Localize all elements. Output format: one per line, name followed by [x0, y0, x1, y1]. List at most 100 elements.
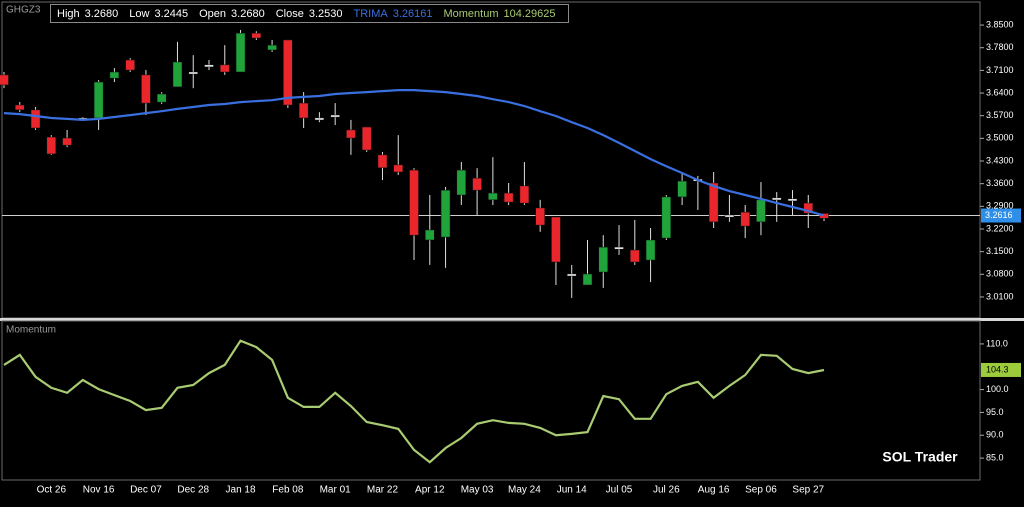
y-tick-label: 3.2200: [986, 223, 1014, 233]
candle-body: [440, 189, 451, 238]
x-tick-label: Dec 07: [130, 485, 162, 496]
info-value: 104.29625: [503, 7, 556, 20]
value-label: 104.3: [986, 364, 1009, 374]
y-tick-label: 3.7100: [986, 65, 1014, 75]
candle-body: [361, 126, 372, 151]
value-label-box: [981, 362, 1021, 377]
info-value: 3.2530: [308, 7, 343, 20]
info-value: 3.2445: [154, 7, 189, 20]
candle-body: [582, 273, 593, 286]
candle-body: [393, 164, 403, 173]
price-panel: [1, 1, 981, 319]
candle-body: [267, 44, 277, 51]
y-tick-label: 3.4300: [986, 155, 1014, 165]
y-tick-label: 3.6400: [986, 87, 1014, 97]
candle-body: [803, 202, 814, 214]
candle-body: [456, 169, 467, 196]
x-tick-label: Jan 18: [226, 485, 256, 496]
candle-body: [251, 32, 262, 39]
candle-body: [614, 246, 624, 250]
candle-body: [330, 114, 340, 118]
y-tick-label: 3.0100: [986, 291, 1014, 301]
candle-body: [156, 93, 167, 103]
y-tick-label: 90.0: [986, 430, 1004, 440]
y-tick-label: 3.3600: [986, 178, 1014, 188]
candle-body: [472, 177, 482, 191]
y-tick-label: 85.0: [986, 452, 1004, 462]
watermark: SOL Trader: [882, 449, 958, 465]
candle-body: [298, 102, 309, 119]
info-value: 3.2680: [231, 7, 265, 20]
candle-body: [598, 246, 609, 273]
info-name: Close: [275, 7, 304, 20]
candle-body: [819, 213, 829, 219]
candle-body: [188, 71, 198, 75]
candle-body: [519, 185, 530, 204]
series-line: [3, 339, 825, 464]
x-tick-label: Jul 05: [606, 485, 633, 496]
x-tick-label: Jun 14: [557, 485, 587, 496]
candle-body: [677, 180, 687, 198]
candle-body: [141, 74, 151, 104]
x-tick-label: Apr 12: [415, 485, 445, 496]
x-tick-label: Jul 26: [653, 485, 680, 496]
candle-body: [645, 239, 656, 261]
candle-body: [220, 64, 230, 73]
candle-body: [30, 109, 41, 129]
candle-body: [503, 192, 514, 203]
candle-body: [787, 198, 798, 202]
candle-body: [15, 104, 25, 111]
candle-body: [109, 71, 120, 79]
x-tick-label: May 03: [461, 485, 494, 496]
candle-body: [172, 61, 183, 88]
candle-body: [46, 136, 57, 155]
price-label: 3.2616: [985, 210, 1013, 220]
candle-body: [551, 216, 561, 263]
x-tick-label: Nov 16: [83, 485, 115, 496]
candle-body: [93, 81, 104, 119]
panel-divider: [0, 318, 1024, 321]
candle-body: [724, 214, 735, 218]
candle-body: [377, 154, 388, 169]
x-tick-label: Oct 26: [37, 485, 67, 496]
candle-body: [535, 207, 545, 226]
price-label-box: [981, 208, 1021, 223]
y-tick-label: 95.0: [986, 407, 1004, 417]
y-tick-label: 3.5000: [986, 133, 1014, 143]
candle-body: [661, 196, 672, 239]
x-tick-label: May 24: [508, 485, 541, 496]
candle-body: [314, 117, 325, 121]
y-tick-label: 3.2900: [986, 201, 1014, 211]
candle-body: [771, 197, 782, 201]
candle-body: [283, 39, 293, 106]
x-tick-label: Sep 06: [745, 485, 777, 496]
candle-body: [346, 129, 356, 139]
info-name: Open: [199, 7, 227, 20]
y-tick-label: 100.0: [986, 384, 1009, 394]
series-line: [3, 89, 825, 217]
y-tick-label: 110.0: [986, 338, 1008, 348]
y-tick-label: 3.1500: [986, 246, 1014, 256]
info-bar: High 3.2680 Low 3.2445 Open 3.2680 Close 3.2530…: [50, 4, 569, 23]
y-tick-label: 3.5700: [986, 110, 1014, 120]
momentum-panel: [1, 320, 981, 481]
info-name: Low: [129, 7, 150, 20]
candle-body: [488, 192, 498, 201]
candle-body: [425, 229, 435, 241]
symbol-label: GHGZ3: [6, 5, 41, 16]
y-tick-label: 3.8500: [986, 19, 1014, 29]
y-tick-label: 3.0800: [986, 269, 1014, 279]
x-tick-label: Sep 27: [792, 485, 824, 496]
info-name: Momentum: [443, 7, 499, 20]
candle-body: [630, 249, 640, 263]
x-tick-label: Mar 22: [367, 485, 399, 496]
panel-title: Momentum: [6, 325, 56, 336]
candle-body: [740, 211, 750, 227]
candle-body: [409, 169, 419, 236]
candle-body: [566, 273, 577, 277]
candle-body: [708, 182, 719, 223]
info-name: High: [57, 7, 80, 20]
candle-body: [125, 59, 135, 71]
x-tick-label: Feb 08: [272, 485, 304, 496]
